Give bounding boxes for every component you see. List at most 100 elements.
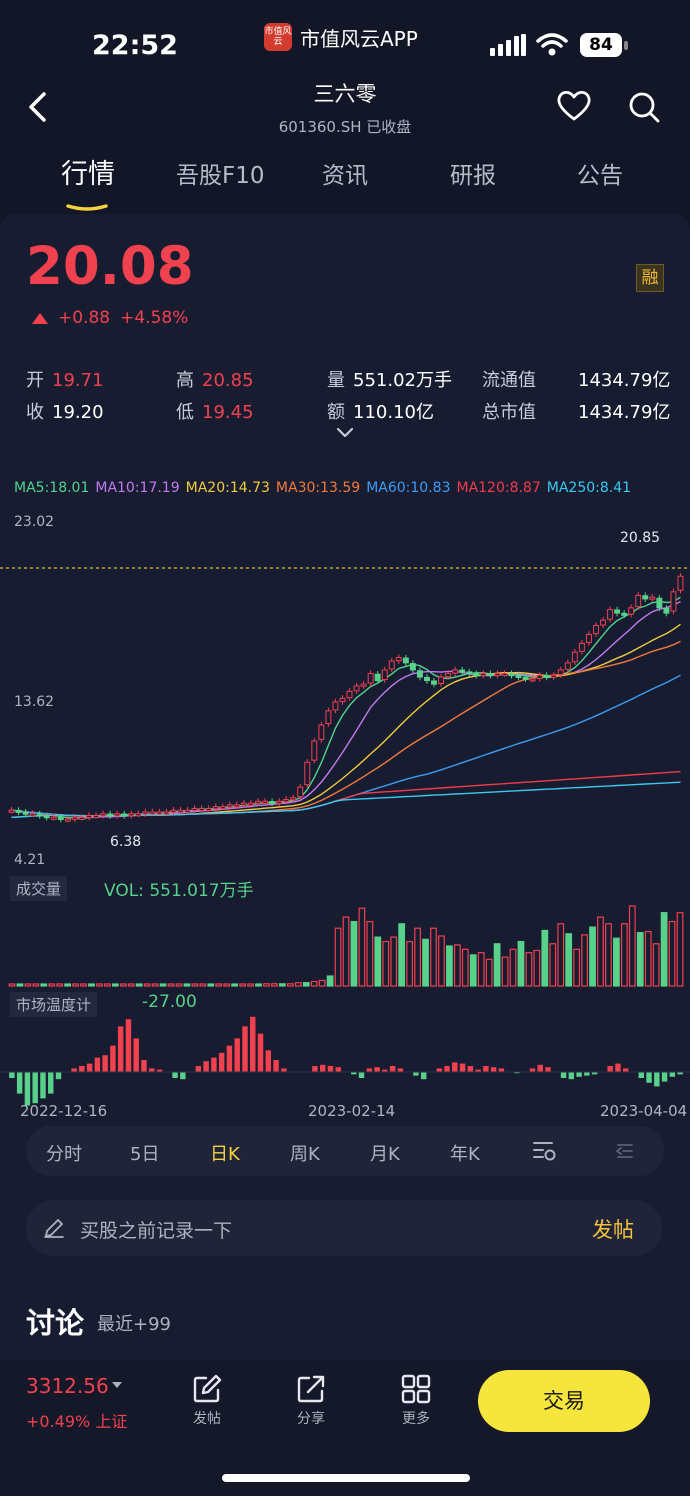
volume-bar [167, 983, 175, 987]
clock: 22:52 [92, 30, 178, 61]
stat-value: 110.10亿 [353, 402, 434, 423]
temperature-bar [102, 1055, 108, 1072]
candle [325, 710, 332, 725]
volume-bar [414, 927, 421, 987]
candle [332, 701, 339, 711]
volume-bar [366, 920, 374, 987]
temperature-bar [265, 1050, 272, 1072]
back-arrow-icon[interactable] [24, 90, 54, 124]
period-weekly[interactable]: 周K [290, 1144, 320, 1165]
signal-icon [490, 34, 526, 56]
tab-news[interactable]: 资讯 [322, 163, 368, 189]
period-daily[interactable]: 日K [210, 1144, 240, 1165]
volume-bar [247, 983, 254, 987]
kline-chart[interactable] [0, 500, 690, 1130]
candle [339, 697, 346, 703]
search-icon[interactable] [627, 90, 661, 124]
post-action-button[interactable]: 发帖 [177, 1372, 237, 1428]
composer-placeholder[interactable]: 买股之前记录一下 [80, 1220, 233, 1242]
candle [93, 815, 99, 819]
volume-bar [652, 943, 660, 987]
temperature-bar [40, 1072, 46, 1099]
candle [649, 596, 656, 600]
up-triangle-icon [32, 312, 48, 324]
candle [191, 807, 198, 811]
volume-bar [310, 980, 318, 987]
temperature-bar [568, 1072, 575, 1080]
period-yearly[interactable]: 年K [450, 1144, 480, 1165]
collapse-panel-icon[interactable] [614, 1140, 636, 1162]
volume-bar [119, 983, 127, 987]
candle [8, 809, 15, 813]
candle [114, 813, 121, 817]
x-axis-start-date: 2022-12-16 [20, 1102, 108, 1120]
trade-button[interactable]: 交易 [478, 1370, 650, 1432]
volume-bar [159, 983, 167, 987]
post-button[interactable]: 发帖 [592, 1218, 634, 1242]
temperature-bar [195, 1066, 202, 1072]
volume-bar [24, 983, 32, 987]
index-dropdown-icon[interactable] [112, 1382, 122, 1388]
index-value[interactable]: 3312.56 [26, 1374, 109, 1398]
post-composer[interactable]: 买股之前记录一下 发帖 [26, 1200, 662, 1256]
share-icon [297, 1375, 325, 1403]
y-axis-max-label: 23.02 [14, 514, 55, 530]
volume-bar [96, 983, 103, 987]
temperature-bar [327, 1066, 334, 1072]
share-action-button[interactable]: 分享 [281, 1372, 341, 1428]
volume-bar [501, 956, 509, 987]
volume-bar [278, 983, 286, 987]
period-monthly[interactable]: 月K [370, 1144, 400, 1165]
wifi-icon [536, 33, 568, 56]
candle [536, 674, 543, 679]
volume-bar [80, 983, 87, 987]
temperature-bar [281, 1068, 287, 1072]
candle [15, 809, 22, 813]
candle [607, 609, 614, 620]
volume-bar [286, 983, 294, 987]
temperature-bar [234, 1038, 240, 1072]
candle [346, 690, 353, 699]
tab-f10[interactable]: 吾股F10 [176, 163, 265, 189]
temperature-bar [397, 1068, 404, 1072]
temperature-bar [444, 1066, 450, 1072]
stat-float-cap-label: 流通值 [482, 370, 536, 391]
volume-indicator-selector[interactable]: 成交量 [10, 876, 68, 901]
battery-icon: 84 [580, 33, 622, 57]
volume-bar [294, 982, 302, 987]
app-name: 市值风云APP [300, 26, 418, 51]
app-logo: 市值风云 [264, 23, 292, 51]
stat-value: 19.71 [52, 370, 104, 391]
candle [240, 802, 247, 806]
volume-bar [613, 937, 620, 987]
period-intraday[interactable]: 分时 [46, 1144, 82, 1165]
candle [459, 669, 466, 673]
tab-research[interactable]: 研报 [450, 163, 496, 189]
volume-bar [215, 983, 223, 987]
temperature-bar [452, 1062, 458, 1072]
page-title: 三六零 [313, 82, 377, 106]
stat-label: 额 [327, 402, 345, 423]
temperature-bar [226, 1045, 233, 1072]
period-5day[interactable]: 5日 [130, 1144, 160, 1165]
volume-bar [318, 979, 326, 987]
candle [614, 609, 621, 614]
favorite-heart-icon[interactable] [555, 88, 593, 122]
chart-settings-icon[interactable] [532, 1138, 558, 1164]
tab-announcements[interactable]: 公告 [577, 163, 623, 189]
candle [156, 811, 163, 815]
temperature-bar [250, 1016, 256, 1072]
temperature-bar [529, 1068, 536, 1072]
volume-bar [302, 982, 310, 987]
tab-quote[interactable]: 行情 [61, 159, 115, 190]
expand-chevron-icon[interactable] [335, 426, 355, 440]
volume-bar [143, 983, 151, 987]
candle [22, 811, 29, 815]
temperature-bar [149, 1068, 155, 1072]
volume-bar [175, 983, 183, 987]
volume-bar [223, 983, 231, 987]
candle [508, 673, 515, 677]
volume-bar [48, 983, 56, 987]
more-action-button[interactable]: 更多 [386, 1372, 446, 1428]
temperature-indicator-selector[interactable]: 市场温度计 [10, 992, 98, 1017]
